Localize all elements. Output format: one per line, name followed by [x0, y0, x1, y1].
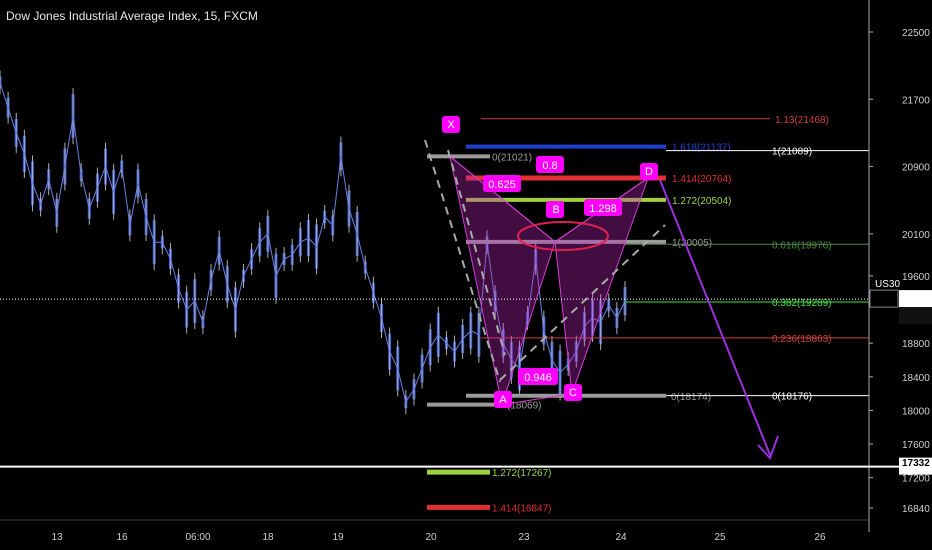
x-tick-label-8: 25: [714, 532, 726, 543]
y-tick-label-8: 17600: [902, 440, 930, 451]
level-label-3: 0(21021): [492, 152, 532, 163]
level-label-4: 1.414(20764): [672, 174, 732, 185]
y-tick-label-4: 19600: [902, 272, 930, 283]
ratio-box-bd: [584, 199, 622, 216]
point-box-a: [494, 391, 512, 408]
y-tick-label-5: 18800: [902, 339, 930, 350]
point-label-d: D: [645, 166, 653, 178]
x-tick-label-0: 13: [51, 532, 63, 543]
y-tick-label-6: 18400: [902, 373, 930, 384]
level-label-1: 1.618(21137): [672, 143, 731, 154]
x-tick-label-4: 19: [332, 532, 344, 543]
level-label-8: 0.382(19289): [772, 298, 832, 309]
chart-title: Dow Jones Industrial Average Index, 15, …: [6, 9, 258, 23]
level-label-6: 1(20005): [672, 238, 712, 249]
countdown-label: 08:34: [902, 296, 927, 307]
point-box-c: [564, 384, 582, 401]
level-label-14: 1.414(16847): [492, 503, 552, 514]
projection-arrow-head: [757, 435, 779, 460]
point-label-x: X: [447, 119, 455, 131]
harmonic-pattern: [424, 116, 779, 460]
level-label-11: 0(18176): [772, 392, 812, 403]
y-tick-label-7: 18000: [902, 406, 930, 417]
y-tick-label-1: 21700: [902, 95, 930, 106]
point-label-a: A: [499, 394, 507, 406]
x-tick-label-6: 23: [518, 532, 530, 543]
price-series: [0, 70, 627, 415]
ratio-label-bd: 1.298: [589, 203, 617, 215]
x-tick-label-1: 16: [116, 532, 128, 543]
y-tick-label-10: 16840: [902, 504, 930, 515]
ratio-box-xb: [483, 175, 521, 192]
channel-line-left: [424, 139, 501, 383]
target-price-label: 17332: [902, 458, 930, 469]
point-box-b: [546, 201, 564, 218]
x-tick-label-3: 18: [262, 532, 274, 543]
level-label-2: 1(21089): [772, 147, 812, 158]
x-tick-label-7: 24: [615, 532, 627, 543]
level-label-5: 1.272(20504): [672, 196, 732, 207]
channel-line-right: [499, 224, 666, 381]
y-tick-label-0: 22500: [902, 28, 930, 39]
level-label-9: 0.236(18863): [772, 334, 832, 345]
time-axis: 13 16 06:00 18 19 20 23 24 25 26: [0, 519, 869, 543]
pattern-ac: [501, 393, 573, 406]
target-price-box: [899, 457, 932, 475]
projection-arrow: [659, 179, 771, 456]
y-tick-label-3: 20100: [902, 230, 930, 241]
ratio-label-top: 0.8: [542, 160, 557, 172]
point-box-d: [640, 163, 658, 180]
ratio-box-top: [536, 156, 564, 173]
ratio-label-xb: 0.625: [488, 179, 516, 191]
level-label-7: 0.618(19976): [772, 240, 832, 251]
x-tick-label-2: 06:00: [185, 532, 210, 543]
y-tick-label-9: 17200: [902, 474, 930, 485]
ratio-box-ac: [518, 368, 558, 385]
highlight-ellipse: [517, 221, 609, 251]
pattern-triangle-xab: [449, 155, 556, 407]
x-tick-label-9: 26: [814, 532, 826, 543]
level-label-13: 1.272(17267): [492, 468, 552, 479]
channel-line-left-2: [447, 149, 506, 356]
point-box-x: [442, 116, 460, 133]
x-tick-label-5: 20: [425, 532, 437, 543]
current-symbol-label: US30: [875, 279, 900, 290]
current-symbol-box: [869, 289, 899, 308]
level-label-10: 0(18174): [671, 392, 711, 403]
y-tick-label-2: 20900: [902, 163, 930, 174]
countdown-box: [899, 307, 932, 325]
point-label-b: B: [552, 204, 559, 216]
point-label-c: C: [569, 387, 577, 399]
current-price-box: [899, 290, 932, 308]
level-label-0: 1.13(21468): [775, 115, 829, 126]
current-price-label: 19324: [902, 279, 930, 290]
level-label-12: (18069): [507, 401, 541, 412]
ratio-label-ac: 0.946: [524, 372, 552, 384]
